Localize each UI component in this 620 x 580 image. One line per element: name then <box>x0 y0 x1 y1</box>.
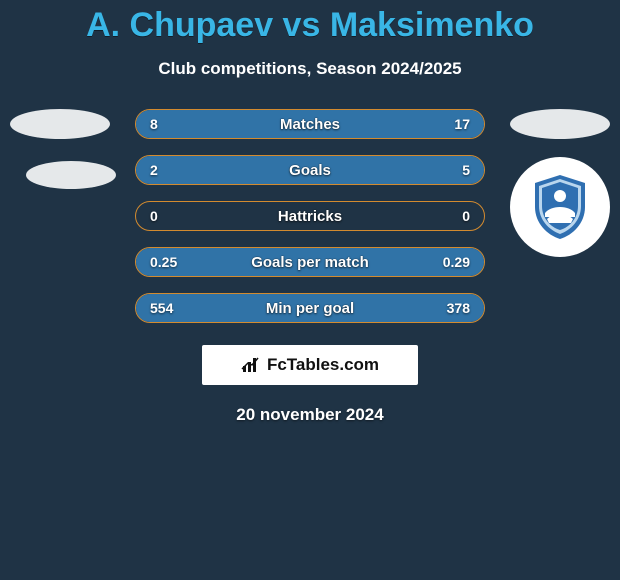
stats-bars: 8 Matches 17 2 Goals 5 0 Hattricks 0 0.2… <box>135 109 485 323</box>
page-title: A. Chupaev vs Maksimenko <box>0 0 620 45</box>
player-left-placeholder-icon <box>10 109 110 139</box>
stat-value-right: 5 <box>462 156 470 184</box>
stat-label: Goals per match <box>136 248 484 276</box>
stat-value-right: 378 <box>447 294 470 322</box>
comparison-panel: 8 Matches 17 2 Goals 5 0 Hattricks 0 0.2… <box>0 109 620 425</box>
stat-label: Goals <box>136 156 484 184</box>
stat-label: Min per goal <box>136 294 484 322</box>
sokol-shield-icon <box>531 173 589 241</box>
bar-chart-icon <box>241 356 261 374</box>
club-left-placeholder-icon <box>26 161 116 189</box>
player-right-placeholder-icon <box>510 109 610 139</box>
stat-value-right: 17 <box>454 110 470 138</box>
stat-value-right: 0 <box>462 202 470 230</box>
stat-value-right: 0.29 <box>443 248 470 276</box>
brand-badge: FcTables.com <box>202 345 418 385</box>
stat-row: 8 Matches 17 <box>135 109 485 139</box>
stat-row: 0 Hattricks 0 <box>135 201 485 231</box>
footer-date: 20 november 2024 <box>0 405 620 425</box>
stat-row: 2 Goals 5 <box>135 155 485 185</box>
page-subtitle: Club competitions, Season 2024/2025 <box>0 59 620 79</box>
stat-row: 554 Min per goal 378 <box>135 293 485 323</box>
stat-label: Matches <box>136 110 484 138</box>
stat-label: Hattricks <box>136 202 484 230</box>
stat-row: 0.25 Goals per match 0.29 <box>135 247 485 277</box>
brand-text: FcTables.com <box>267 355 379 375</box>
club-right-badge <box>510 157 610 257</box>
